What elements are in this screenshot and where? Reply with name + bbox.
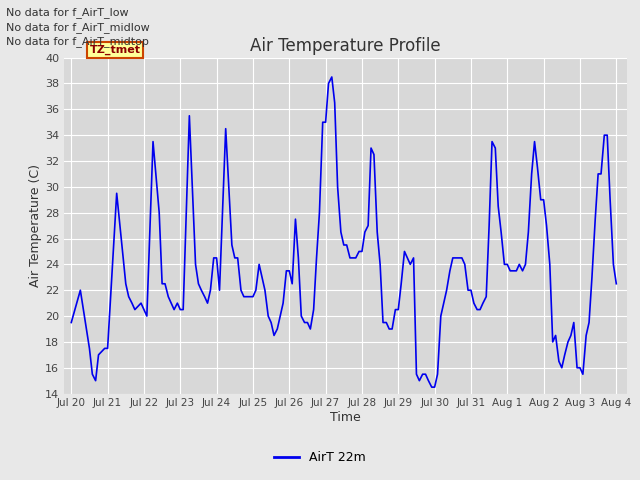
Text: TZ_tmet: TZ_tmet: [90, 45, 140, 55]
Legend: AirT 22m: AirT 22m: [269, 446, 371, 469]
Text: No data for f_AirT_midtop: No data for f_AirT_midtop: [6, 36, 149, 47]
Y-axis label: Air Temperature (C): Air Temperature (C): [29, 164, 42, 287]
Text: No data for f_AirT_midlow: No data for f_AirT_midlow: [6, 22, 150, 33]
Title: Air Temperature Profile: Air Temperature Profile: [250, 36, 441, 55]
Text: No data for f_AirT_low: No data for f_AirT_low: [6, 7, 129, 18]
X-axis label: Time: Time: [330, 411, 361, 424]
